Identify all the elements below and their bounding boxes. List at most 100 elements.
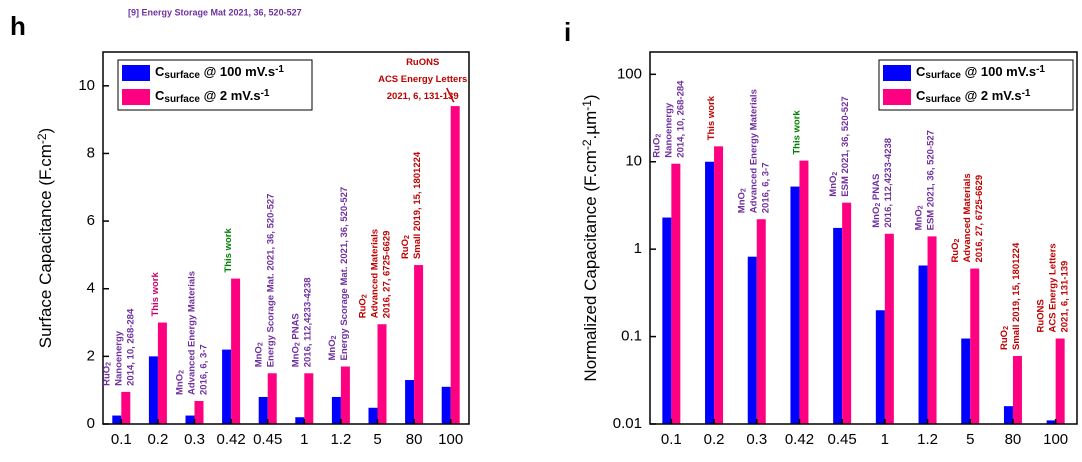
- text-part: Surface Capacitance (F.cm: [36, 144, 55, 348]
- text-part: 2016, 112,4233-4238: [882, 138, 893, 228]
- text-part: C: [916, 64, 926, 79]
- annotation: 2021, 6, 131-139: [387, 91, 459, 102]
- annotation: MnO2: [326, 335, 337, 360]
- annotation: 2016, 6, 3-7: [760, 163, 771, 214]
- subscript: 2: [105, 362, 112, 366]
- text-part: MnO: [174, 374, 185, 395]
- x-tick-label: 80: [1005, 431, 1022, 448]
- annotation: ESM 2021, 36, 520-527: [925, 130, 936, 230]
- subscript: 2: [832, 172, 839, 176]
- bar: [405, 380, 415, 424]
- x-tick-label: 100: [1043, 431, 1068, 448]
- bar: [148, 356, 158, 424]
- annotation: RuO2: [357, 294, 368, 318]
- annotation: RuONS: [1035, 299, 1046, 332]
- annotation: Advanced Energy Materials: [748, 89, 759, 213]
- plot-frame: [649, 51, 1078, 425]
- annotation: 2016, 112,4233-4238: [882, 138, 893, 228]
- bar: [918, 265, 928, 424]
- annotation: This work: [223, 228, 234, 273]
- text-part: Small 2019, 15, 1801224: [1010, 242, 1021, 350]
- x-tick-label: 1: [881, 431, 889, 448]
- bar: [222, 349, 232, 424]
- annotation: Small 2019, 15, 1801224: [412, 151, 423, 259]
- bar: [1003, 406, 1013, 424]
- y-tick-label: 0.1: [621, 328, 642, 345]
- text-part: C: [155, 88, 165, 103]
- x-tick-label: 0.2: [147, 431, 168, 448]
- text-part: This work: [223, 228, 234, 273]
- text-part: ESM 2021, 36, 520-527: [925, 130, 936, 230]
- text-part: 2016, 112,4233-4238: [302, 277, 313, 367]
- annotation: MnO2 PNAS: [870, 174, 881, 228]
- text-part: MnO: [253, 346, 264, 367]
- text-part: RuONS: [1035, 299, 1046, 332]
- x-tick-label: 1.2: [917, 431, 938, 448]
- legend-swatch: [883, 89, 911, 105]
- bar: [799, 160, 809, 425]
- text-part: Advanced Materials: [369, 229, 380, 318]
- text-part: RuO: [357, 298, 368, 318]
- text-part: ): [36, 128, 55, 134]
- bar: [662, 217, 672, 424]
- text-part: @ 100 mV.s: [200, 64, 275, 79]
- annotation: MnO2: [736, 188, 747, 213]
- annotation: Small 2019, 15, 1801224: [1010, 242, 1021, 350]
- annotation: MnO2: [253, 342, 264, 367]
- plot-frame: [102, 51, 470, 425]
- superscript: -1: [275, 64, 284, 75]
- bar: [747, 256, 757, 424]
- bar: [157, 322, 167, 424]
- text-part: RuO: [651, 138, 662, 158]
- subscript: 2: [917, 205, 924, 209]
- annotation: RuO2: [950, 238, 961, 262]
- x-tick-label: 0.45: [828, 431, 857, 448]
- text-part: MnO: [290, 346, 301, 367]
- superscript: -1: [580, 100, 594, 111]
- subscript: 2: [361, 294, 368, 298]
- subscript: 2: [655, 134, 662, 138]
- annotation: Advanced Materials: [962, 173, 973, 262]
- y-tick-label: 8: [87, 144, 95, 161]
- text-part: MnO: [828, 176, 839, 197]
- bar: [121, 391, 131, 424]
- annotation: ACS Energy Letters: [1047, 243, 1058, 332]
- text-part: 2016, 6, 3-7: [760, 163, 771, 214]
- annotation: MnO2: [828, 172, 839, 197]
- text-part: RuONS: [406, 57, 439, 68]
- text-part: 2016, 27, 6725-6629: [974, 175, 985, 263]
- y-tick-label: 100: [617, 65, 642, 82]
- superscript: -1: [1036, 64, 1045, 75]
- x-tick-label: 0.45: [253, 431, 282, 448]
- text-part: RuO: [998, 330, 1009, 350]
- y-axis-title: Surface Capacitance (F.cm-2): [35, 128, 56, 348]
- text-part: PNAS: [290, 313, 301, 342]
- text-part: Normalized Capacitance (F.cm: [581, 150, 600, 381]
- legend-label: Csurface @ 100 mV.s-1: [916, 64, 1045, 81]
- text-part: 2014, 10, 268-284: [675, 80, 686, 158]
- x-tick-label: 1: [300, 431, 308, 448]
- text-part: 2016, 27, 6725-6629: [381, 231, 392, 319]
- text-part: This work: [706, 95, 717, 140]
- annotation: 2016, 6, 3-7: [198, 344, 209, 395]
- legend-label: Csurface @ 100 mV.s-1: [155, 64, 284, 81]
- bar: [875, 310, 885, 424]
- bar: [231, 278, 241, 424]
- annotation: 2021, 6, 131-139: [1059, 261, 1070, 333]
- legend-swatch: [122, 65, 150, 81]
- x-tick-label: 100: [438, 431, 463, 448]
- annotation: MnO2: [174, 370, 185, 395]
- bar: [377, 324, 387, 424]
- text-part: RuO: [950, 242, 961, 262]
- annotation: Nanoenergy: [663, 102, 674, 158]
- subscript: 2: [1003, 326, 1010, 330]
- text-part: .µm: [581, 111, 600, 140]
- annotation: This work: [791, 110, 802, 155]
- text-part: Advanced Energy Materials: [748, 89, 759, 213]
- text-part: RuO: [400, 239, 411, 259]
- bar: [368, 407, 378, 424]
- bar: [1046, 420, 1056, 424]
- annotation: RuO2: [400, 235, 411, 259]
- superscript: -1: [261, 88, 270, 99]
- bar: [112, 415, 122, 424]
